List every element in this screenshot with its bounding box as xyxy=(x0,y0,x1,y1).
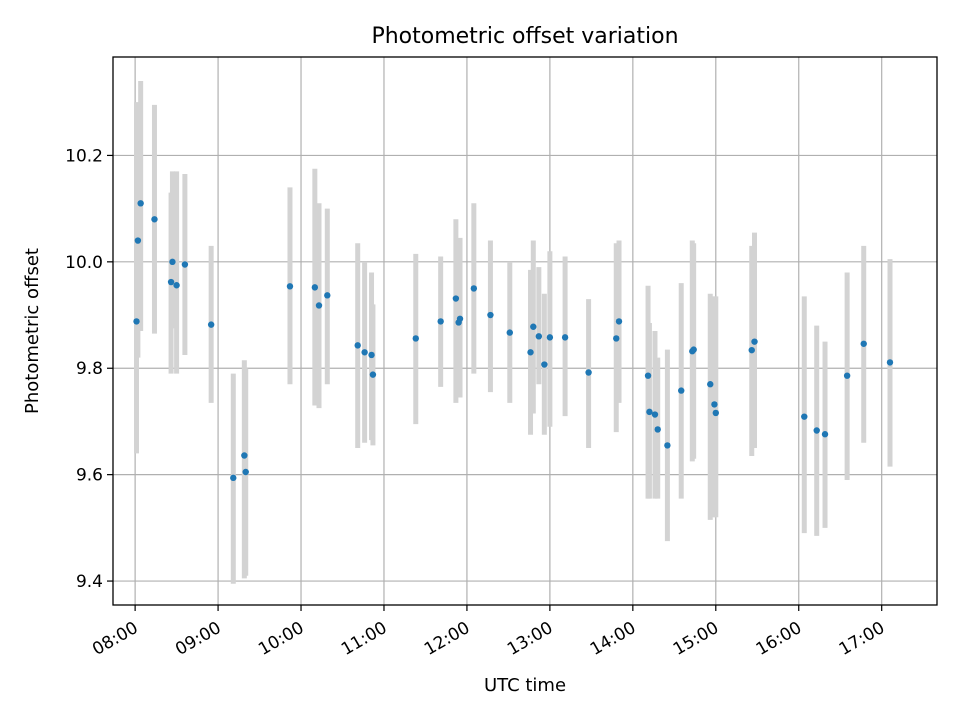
data-point xyxy=(644,372,652,379)
data-point xyxy=(368,351,375,359)
data-point xyxy=(456,315,464,322)
data-point xyxy=(678,387,685,394)
data-point xyxy=(821,431,829,438)
data-point xyxy=(133,318,140,325)
data-point xyxy=(315,302,323,309)
data-point xyxy=(585,369,592,376)
data-point xyxy=(748,346,755,354)
data-point xyxy=(613,335,620,342)
data-point xyxy=(169,258,176,266)
data-point xyxy=(324,292,331,299)
data-point xyxy=(437,318,444,325)
data-point xyxy=(134,237,142,244)
data-point xyxy=(412,335,419,342)
data-points xyxy=(133,200,894,482)
x-axis-label: UTC time xyxy=(484,675,566,696)
data-point xyxy=(241,452,248,459)
data-point xyxy=(886,359,894,366)
data-point xyxy=(354,342,361,349)
data-point xyxy=(207,321,215,328)
data-point xyxy=(712,409,719,417)
data-point xyxy=(843,372,851,379)
data-point xyxy=(707,381,714,388)
data-point xyxy=(664,442,671,449)
data-point xyxy=(173,282,180,289)
data-point xyxy=(470,285,478,292)
data-point xyxy=(860,340,867,347)
data-point xyxy=(242,468,249,476)
data-point xyxy=(506,329,513,336)
data-point xyxy=(527,349,534,356)
plot-frame xyxy=(112,56,938,606)
data-point xyxy=(369,371,377,378)
data-point xyxy=(615,318,623,325)
chart-title: Photometric offset variation xyxy=(371,24,678,49)
grid xyxy=(113,57,937,605)
data-point xyxy=(561,334,569,341)
data-point xyxy=(311,284,319,291)
data-point xyxy=(690,346,697,353)
data-point xyxy=(751,338,758,345)
y-axis-ticks: 9.4 9.6 9.8 10.0 10.2 xyxy=(65,146,113,592)
data-point xyxy=(530,323,537,330)
data-point xyxy=(181,261,189,268)
data-point xyxy=(452,295,460,302)
data-point xyxy=(487,311,494,319)
y-tick-label: 10.0 xyxy=(65,253,103,273)
y-axis-label: Photometric offset xyxy=(22,248,43,414)
y-tick-label: 10.2 xyxy=(65,146,103,166)
data-point xyxy=(151,216,158,223)
data-point xyxy=(286,283,294,290)
data-point xyxy=(541,361,548,368)
data-point xyxy=(711,401,718,408)
y-tick-label: 9.4 xyxy=(76,572,103,592)
data-point xyxy=(646,408,653,416)
data-point xyxy=(813,427,820,434)
data-point xyxy=(546,334,554,341)
data-point xyxy=(230,474,237,482)
data-point xyxy=(535,333,543,340)
y-tick-label: 9.6 xyxy=(76,466,103,486)
data-point xyxy=(137,200,144,207)
y-tick-label: 9.8 xyxy=(76,359,103,379)
data-point xyxy=(361,349,368,356)
data-point xyxy=(167,278,175,286)
data-point xyxy=(651,411,659,418)
data-point xyxy=(654,426,661,433)
data-point xyxy=(801,413,808,420)
